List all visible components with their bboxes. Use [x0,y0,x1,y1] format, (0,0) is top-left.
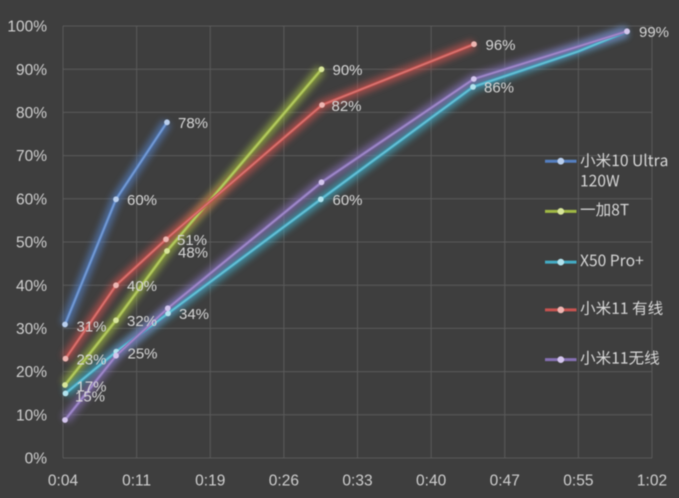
svg-text:60%: 60% [127,192,157,209]
svg-text:90%: 90% [16,62,47,79]
svg-text:0:04: 0:04 [48,472,79,489]
svg-text:96%: 96% [486,37,516,54]
svg-text:0:26: 0:26 [269,472,299,489]
svg-text:78%: 78% [178,115,208,132]
svg-text:30%: 30% [16,321,47,338]
svg-text:31%: 31% [77,318,107,335]
svg-text:32%: 32% [127,313,157,330]
svg-text:48%: 48% [178,244,208,261]
svg-text:0:40: 0:40 [416,472,447,489]
svg-text:17%: 17% [77,378,107,395]
svg-text:34%: 34% [179,306,209,323]
svg-text:0%: 0% [25,451,48,468]
svg-text:82%: 82% [332,98,362,115]
svg-text:99%: 99% [639,24,669,41]
svg-text:60%: 60% [16,191,47,208]
svg-text:20%: 20% [16,364,47,381]
svg-text:90%: 90% [333,62,363,79]
svg-text:25%: 25% [128,345,158,362]
svg-text:51%: 51% [177,232,207,249]
svg-text:70%: 70% [16,148,47,165]
svg-text:0:33: 0:33 [342,472,372,489]
svg-text:15%: 15% [75,388,105,405]
svg-text:80%: 80% [16,105,47,122]
svg-text:0:11: 0:11 [122,472,151,489]
svg-text:50%: 50% [16,235,47,252]
svg-text:23%: 23% [77,351,107,368]
svg-text:40%: 40% [16,278,47,295]
svg-text:60%: 60% [333,192,363,209]
svg-text:0:47: 0:47 [490,472,520,489]
svg-text:10%: 10% [16,407,47,424]
svg-text:100%: 100% [7,19,47,36]
svg-text:0:19: 0:19 [195,472,225,489]
svg-text:1:02: 1:02 [637,472,667,489]
svg-text:40%: 40% [127,278,157,295]
svg-text:0:55: 0:55 [563,472,593,489]
svg-text:86%: 86% [484,79,514,96]
